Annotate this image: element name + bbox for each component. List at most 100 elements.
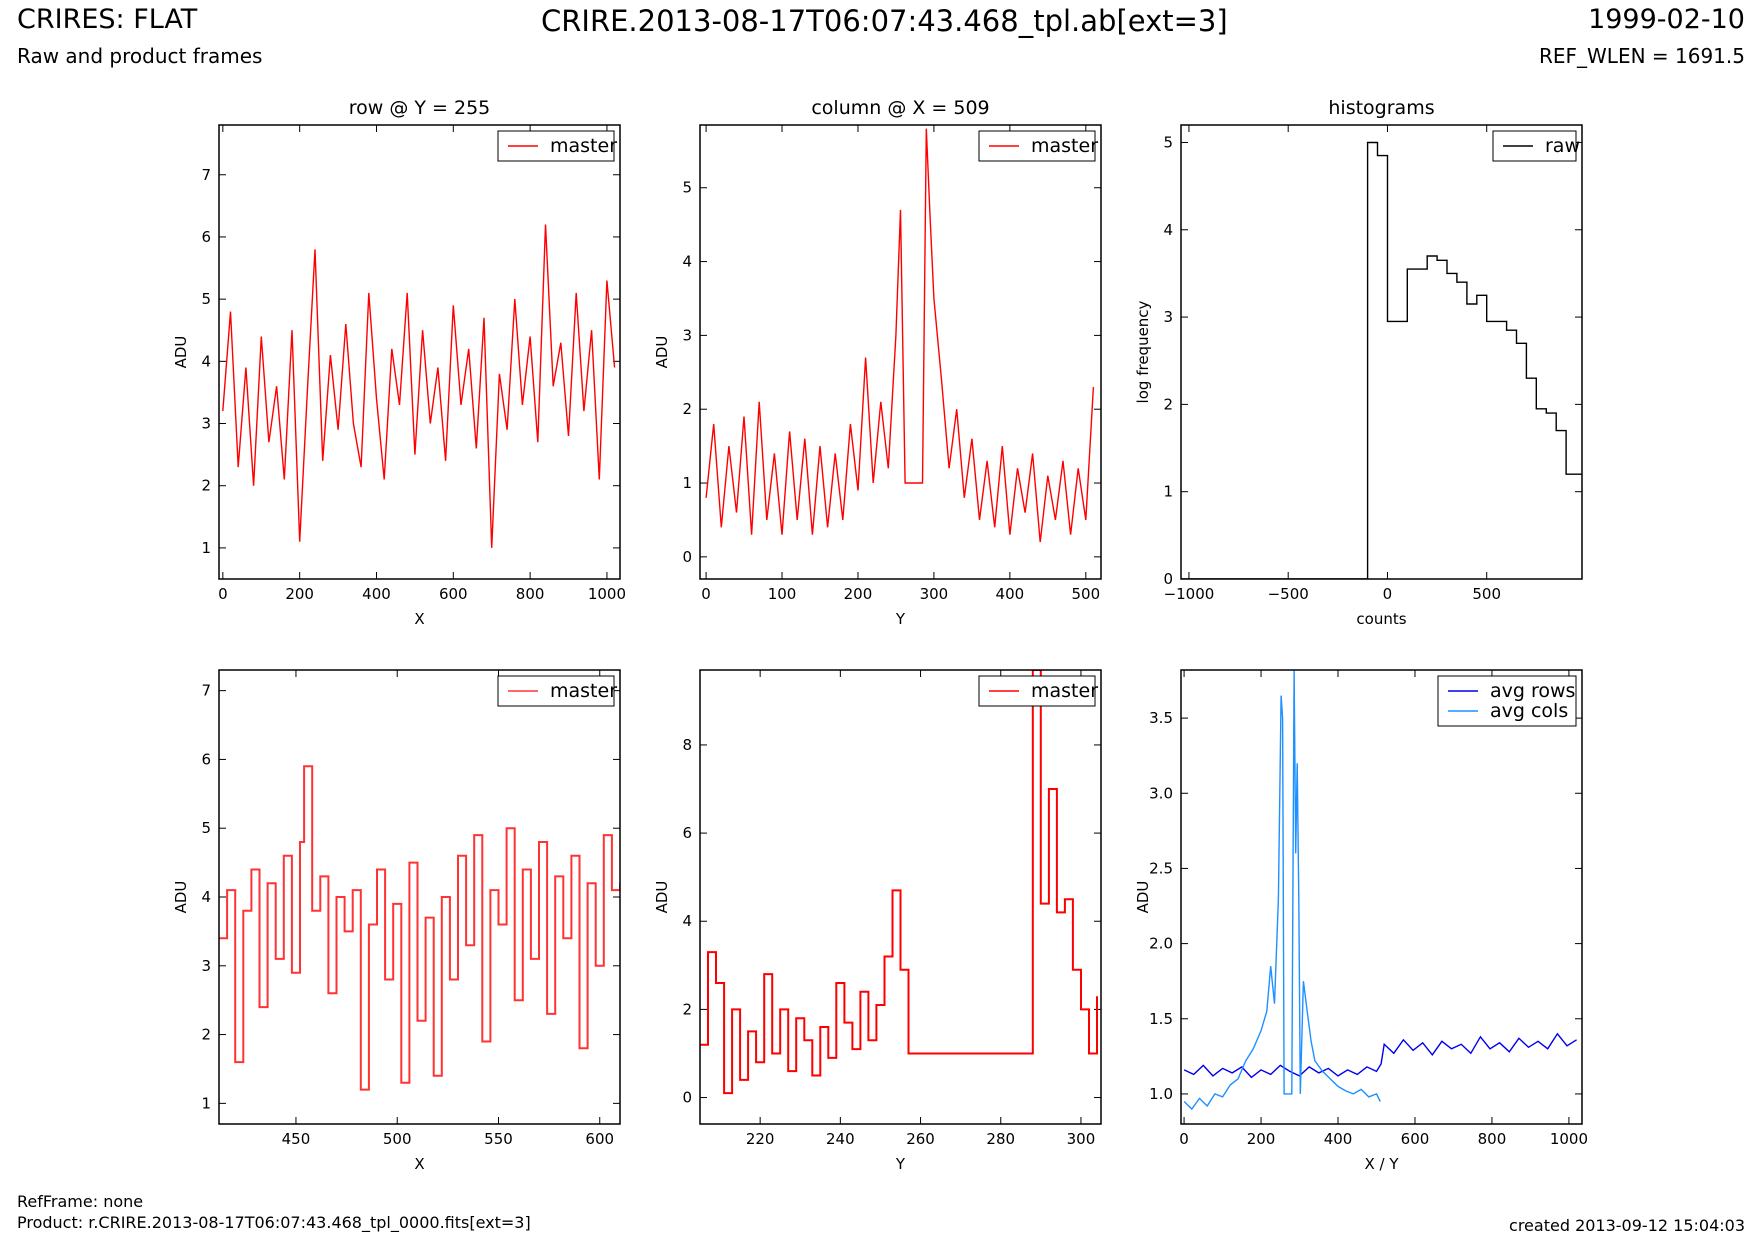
figure-subtitle: Raw and product frames — [17, 44, 263, 68]
plot-frame — [1180, 669, 1583, 1125]
x-axis-label: X — [414, 610, 424, 628]
y-tick-label: 2 — [682, 400, 692, 418]
chart-histograms: histograms −1000 −500 0 500 0 1 2 3 4 5 counts log f… — [1134, 97, 1583, 628]
x-tick-label: 400 — [1324, 1130, 1353, 1148]
y-tick-label: 5 — [201, 290, 211, 308]
x-tick-label: 240 — [826, 1130, 855, 1148]
legend: master — [978, 675, 1098, 707]
y-tick-label: 1 — [1163, 483, 1173, 501]
x-axis-label: Y — [895, 1155, 906, 1173]
x-tick-label: 550 — [484, 1130, 513, 1148]
series-line-avg-rows — [1183, 1032, 1577, 1079]
y-axis-label: log frequency — [1134, 300, 1152, 403]
x-tick-label: 200 — [1247, 1130, 1276, 1148]
y-tick-label: 5 — [1163, 133, 1173, 151]
x-axis-label: X — [414, 1155, 424, 1173]
file-title: CRIRE.2013-08-17T06:07:43.468_tpl.ab[ext… — [541, 4, 1228, 38]
chart-row: row @ Y = 255 0 200 400 600 800 1000 1 2 3 4 5 6 7 X AD… — [172, 97, 626, 628]
x-tick-label: 800 — [1478, 1130, 1507, 1148]
chart-column: column @ X = 509 0 100 200 300 400 500 0 1 2 3 4 5 Y A… — [653, 97, 1102, 628]
legend-label: master — [550, 680, 617, 702]
x-tick-label: 0 — [701, 585, 711, 603]
legend-box — [1437, 675, 1577, 727]
y-tick-label: 1 — [201, 539, 211, 557]
legend-label: master — [1031, 680, 1098, 702]
y-tick-label: 6 — [201, 228, 211, 246]
x-tick-label: 450 — [282, 1130, 311, 1148]
y-axis-label: ADU — [653, 881, 671, 914]
series-line-master — [222, 224, 616, 548]
figure-title: CRIRES: FLAT — [17, 4, 198, 35]
x-tick-label: −500 — [1268, 585, 1309, 603]
y-tick-label: 1.0 — [1149, 1085, 1173, 1103]
ref-wlen-label: REF_WLEN = 1691.5 — [1538, 44, 1745, 68]
y-tick-label: 0 — [1163, 570, 1173, 588]
y-tick-label: 1 — [682, 474, 692, 492]
legend-label: master — [1031, 135, 1098, 157]
x-tick-label: 0 — [218, 585, 228, 603]
y-tick-label: 2 — [201, 1026, 211, 1044]
y-tick-label: 3 — [1163, 308, 1173, 326]
created-label: created 2013-09-12 15:04:03 — [1509, 1216, 1745, 1235]
y-tick-label: 4 — [682, 253, 692, 271]
chart-title: column @ X = 509 — [811, 97, 989, 119]
legend: master — [497, 675, 617, 707]
y-tick-label: 6 — [201, 750, 211, 768]
plot-frame — [218, 669, 621, 1125]
x-tick-label: 280 — [986, 1130, 1015, 1148]
plot-frame — [699, 669, 1102, 1125]
y-tick-label: 1 — [201, 1094, 211, 1112]
x-tick-label: 0 — [1383, 585, 1393, 603]
y-tick-label: 2 — [201, 477, 211, 495]
chart-averages: 0 200 400 600 800 1000 1.0 1.5 2.0 2.5 3.0 3.5 X / Y… — [1134, 669, 1588, 1173]
series-line-master — [700, 670, 1098, 1095]
series-line-avg-cols — [1183, 670, 1381, 1111]
legend: master — [978, 130, 1098, 162]
y-tick-label: 3.5 — [1149, 709, 1173, 727]
x-tick-label: 0 — [1179, 1130, 1189, 1148]
x-tick-label: 300 — [920, 585, 949, 603]
plot-frame — [218, 124, 621, 580]
y-tick-label: 3 — [682, 326, 692, 344]
x-tick-label: 1000 — [588, 585, 626, 603]
y-axis-label: ADU — [653, 336, 671, 369]
legend-label: avg cols — [1490, 700, 1568, 722]
date-label: 1999-02-10 — [1588, 4, 1745, 35]
x-tick-label: 1000 — [1550, 1130, 1588, 1148]
x-tick-label: 400 — [362, 585, 391, 603]
legend: master — [497, 130, 617, 162]
series-line-master — [705, 128, 1095, 543]
x-tick-label: 800 — [516, 585, 545, 603]
chart-column_zoom: 220 240 260 280 300 0 2 4 6 8 Y ADU master — [653, 669, 1102, 1173]
x-tick-label: 200 — [285, 585, 314, 603]
x-tick-label: 220 — [746, 1130, 775, 1148]
y-tick-label: 0 — [682, 1089, 692, 1107]
x-axis-label: X / Y — [1364, 1155, 1399, 1173]
y-tick-label: 3 — [201, 415, 211, 433]
y-tick-label: 4 — [201, 352, 211, 370]
chart-title: histograms — [1328, 97, 1434, 119]
legend-label: avg rows — [1490, 680, 1575, 702]
y-tick-label: 7 — [201, 166, 211, 184]
x-tick-label: 500 — [1071, 585, 1100, 603]
x-tick-label: 600 — [585, 1130, 614, 1148]
legend-label: raw — [1545, 135, 1580, 157]
refframe-label: RefFrame: none — [17, 1192, 144, 1211]
y-tick-label: 0 — [682, 548, 692, 566]
product-label: Product: r.CRIRE.2013-08-17T06:07:43.468… — [17, 1213, 531, 1232]
x-axis-label: Y — [895, 610, 906, 628]
chart-row_zoom: 450 500 550 600 1 2 3 4 5 6 7 X ADU master — [172, 669, 621, 1173]
y-tick-label: 6 — [682, 824, 692, 842]
chart-title: row @ Y = 255 — [349, 97, 491, 119]
x-tick-label: 200 — [844, 585, 873, 603]
y-tick-label: 8 — [682, 736, 692, 754]
legend-label: master — [550, 135, 617, 157]
y-tick-label: 4 — [201, 888, 211, 906]
series-line-master — [219, 765, 620, 1091]
x-tick-label: 300 — [1067, 1130, 1096, 1148]
y-tick-label: 4 — [682, 912, 692, 930]
plot-frame — [1180, 124, 1583, 580]
y-axis-label: ADU — [1134, 881, 1152, 914]
y-tick-label: 5 — [201, 819, 211, 837]
